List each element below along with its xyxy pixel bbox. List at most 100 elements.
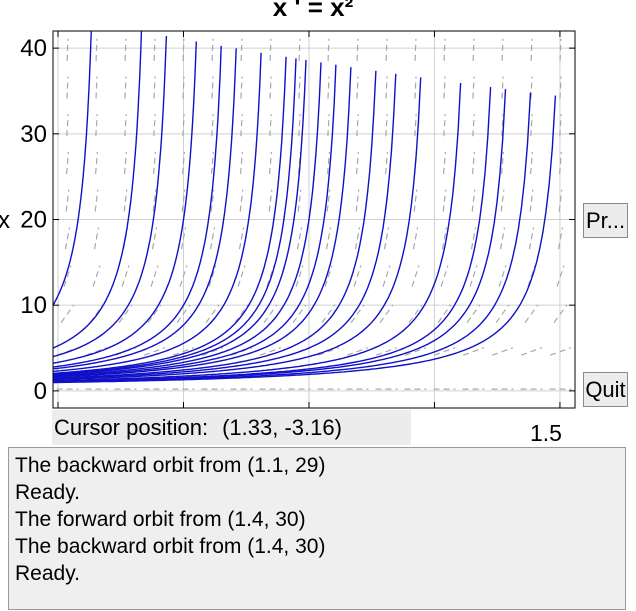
slope-segment [298, 76, 301, 99]
slope-segment [472, 76, 475, 99]
slope-segment [441, 227, 448, 250]
slope-segment [557, 227, 564, 250]
slope-segment [240, 76, 243, 99]
slope-segment [182, 76, 185, 99]
slope-segment [385, 76, 388, 99]
slope-segment [211, 114, 214, 137]
slope-segment [470, 227, 477, 250]
y-tick-label: 30 [20, 121, 47, 148]
slope-segment [355, 151, 360, 174]
slope-segment [240, 38, 243, 61]
solution-curve [53, 67, 352, 378]
slope-segment [66, 114, 69, 137]
slope-segment [530, 38, 533, 61]
slope-segment [325, 227, 332, 250]
slope-segment [500, 151, 505, 174]
slope-segment [64, 227, 71, 250]
slope-segment [382, 265, 391, 287]
slope-segment [205, 304, 220, 324]
slope-segment [295, 265, 304, 287]
solution-curve [53, 45, 222, 368]
slope-segment [324, 265, 333, 287]
solution-curve [53, 89, 507, 383]
slope-segment [499, 227, 506, 250]
slope-segment [95, 114, 98, 137]
slope-segment [549, 347, 572, 356]
phase-plot[interactable]: x ' = x² 0 10 20 30 40 x [0, 0, 636, 420]
slope-segment [353, 265, 362, 287]
slope-segment [269, 114, 272, 137]
solution-curve [53, 59, 307, 376]
slope-segment [182, 38, 185, 61]
solution-curve [53, 52, 262, 373]
slope-segment [327, 76, 330, 99]
slope-segment [501, 76, 504, 99]
slope-segment [443, 38, 446, 61]
slope-segment [529, 151, 534, 174]
slope-segment [442, 189, 447, 212]
slope-segment [211, 38, 214, 61]
solution-curve [53, 77, 422, 381]
print-button[interactable]: Pr... [583, 203, 628, 238]
slope-segment [63, 265, 72, 287]
slope-segment [238, 227, 245, 250]
slope-segment [530, 114, 533, 137]
slope-segment [495, 304, 510, 324]
slope-segment [559, 76, 562, 99]
quit-button[interactable]: Quit [583, 372, 628, 407]
slope-segment [354, 227, 361, 250]
slope-segment [326, 151, 331, 174]
solution-curve [53, 35, 168, 358]
solution-curve [53, 56, 287, 375]
log-line: Ready. [15, 562, 80, 585]
slope-segment [356, 76, 359, 99]
slope-segment [433, 347, 456, 356]
slope-segment [529, 189, 534, 212]
slope-segment [413, 189, 418, 212]
slope-segment [153, 76, 156, 99]
slope-segment [327, 114, 330, 137]
slope-segment [471, 151, 476, 174]
slope-segment [237, 265, 246, 287]
slope-segment [500, 189, 505, 212]
slope-segment [528, 227, 535, 250]
solution-curve [53, 48, 237, 370]
plot-title: x ' = x² [273, 0, 354, 22]
slope-segment [143, 347, 166, 356]
slope-segment [326, 189, 331, 212]
slope-segment [94, 189, 99, 212]
slope-segment [530, 76, 533, 99]
slope-segment [553, 304, 568, 324]
slope-segment [209, 227, 216, 250]
slope-segment [414, 38, 417, 61]
slope-segment [208, 265, 217, 287]
slope-segment [443, 114, 446, 137]
slope-segment [384, 151, 389, 174]
slope-segment [469, 265, 478, 287]
cursor-position-value: (1.33, -3.16) [222, 414, 342, 440]
slope-segment [292, 304, 307, 324]
slope-segment [95, 76, 98, 99]
slope-segment [268, 151, 273, 174]
slope-segment [259, 347, 282, 356]
slope-segment [65, 151, 70, 174]
slope-segment [118, 304, 133, 324]
log-line: Ready. [15, 481, 80, 504]
slope-segment [498, 265, 507, 287]
slope-segment [385, 38, 388, 61]
solution-curve [53, 64, 337, 377]
y-tick-label: 0 [34, 378, 47, 405]
log-line: The forward orbit from (1.4, 30) [15, 508, 306, 531]
slope-segment [412, 227, 419, 250]
slope-segment [559, 114, 562, 137]
slope-segment [266, 265, 275, 287]
slope-segment [211, 76, 214, 99]
slope-segment [124, 114, 127, 137]
slope-segment [408, 304, 423, 324]
slope-segment [317, 347, 340, 356]
slope-segment [462, 347, 485, 356]
slope-segment [182, 114, 185, 137]
slope-segment [172, 347, 195, 356]
solution-curves [53, 31, 557, 384]
solution-curve [53, 73, 397, 380]
